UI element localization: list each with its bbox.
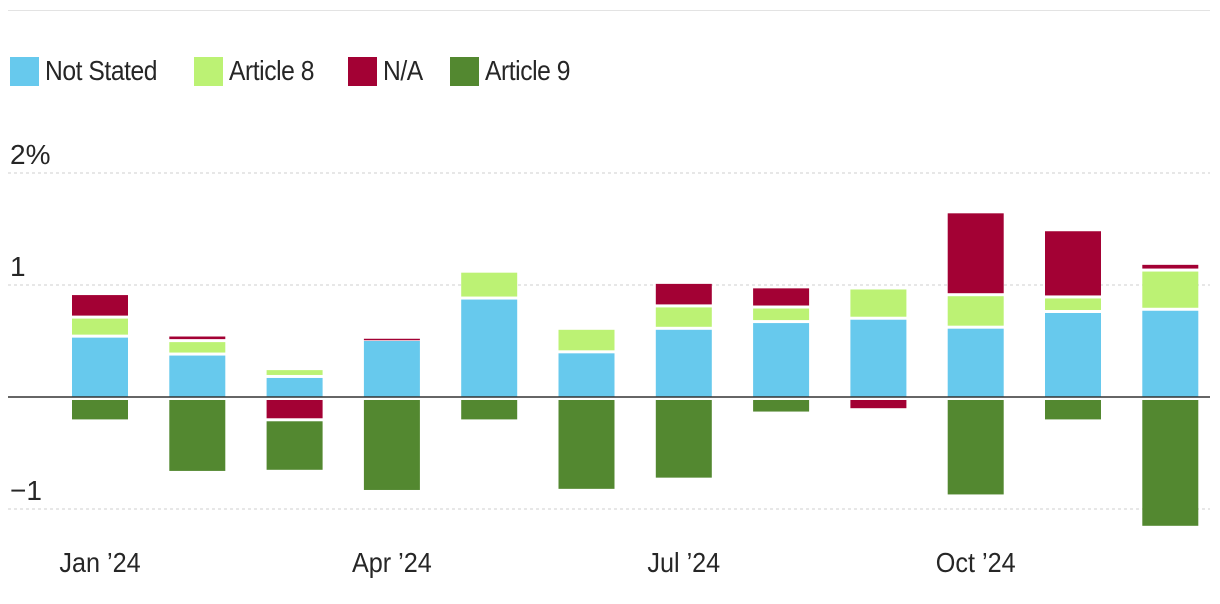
bar-article-8-5: [558, 329, 615, 351]
bar-article-9-5: [558, 400, 615, 489]
bar-not-stated-10: [1045, 313, 1101, 397]
bar-not-stated-0: [72, 337, 128, 397]
bar-n-a-1: [169, 336, 226, 340]
bar-not-stated-1: [169, 355, 226, 397]
chart-legend: Not Stated Article 8 N/A Article 9: [10, 54, 604, 88]
bar-article-9-2: [266, 421, 323, 470]
legend-label-na: N/A: [382, 55, 423, 86]
bar-article-9-7: [753, 400, 810, 412]
bar-n-a-11: [1142, 264, 1199, 269]
bar-article-8-6: [655, 307, 712, 327]
bar-not-stated-11: [1142, 310, 1199, 397]
bar-article-9-1: [169, 400, 226, 471]
bar-article-8-9: [947, 296, 1004, 326]
bar-not-stated-9: [947, 328, 1004, 397]
bar-not-stated-5: [558, 353, 615, 397]
x-tick-label-2: Jul ’24: [647, 547, 720, 579]
bar-article-9-3: [363, 400, 420, 490]
legend-swatch-article-8: [194, 56, 224, 86]
bar-article-8-8: [850, 289, 907, 317]
bar-article-8-4: [461, 272, 518, 297]
bar-article-9-4: [461, 400, 518, 420]
y-tick-label-0: 2%: [10, 139, 50, 170]
x-tick-label-0: Jan ’24: [59, 547, 140, 579]
bar-n-a-8: [850, 400, 907, 409]
bar-not-stated-3: [363, 341, 420, 397]
bar-not-stated-8: [850, 319, 907, 397]
legend-label-article-9: Article 9: [485, 55, 571, 86]
legend-swatch-na: [347, 56, 377, 86]
legend-item-article-9: Article 9: [450, 55, 582, 87]
bar-article-8-7: [753, 308, 810, 321]
bar-article-8-1: [169, 342, 226, 353]
bar-article-9-11: [1142, 400, 1199, 526]
bar-article-9-10: [1045, 400, 1101, 420]
y-tick-label-1: 1: [10, 251, 26, 282]
bar-n-a-9: [947, 213, 1004, 294]
legend-item-article-8: Article 8: [194, 55, 326, 87]
x-tick-label-3: Oct ’24: [936, 547, 1016, 579]
bar-article-9-6: [655, 400, 712, 478]
legend-label-not-stated: Not Stated: [45, 55, 158, 86]
legend-item-na: N/A: [347, 55, 428, 87]
bar-article-9-9: [947, 400, 1004, 495]
bar-n-a-2: [266, 400, 323, 419]
y-tick-label-2: −1: [10, 475, 42, 506]
bar-n-a-10: [1045, 231, 1101, 296]
top-divider: [8, 10, 1210, 11]
legend-swatch-not-stated: [10, 56, 39, 86]
bar-article-8-0: [72, 318, 128, 335]
bar-article-8-11: [1142, 271, 1199, 308]
bar-article-8-2: [266, 370, 323, 375]
bar-n-a-7: [753, 288, 810, 306]
bar-article-8-10: [1045, 298, 1101, 310]
legend-item-not-stated: Not Stated: [10, 55, 172, 87]
bar-not-stated-6: [655, 329, 712, 397]
x-tick-label-1: Apr ’24: [352, 547, 432, 579]
bar-not-stated-4: [461, 299, 518, 397]
bar-n-a-6: [655, 283, 712, 305]
legend-swatch-article-9: [450, 56, 480, 86]
bar-not-stated-7: [753, 323, 810, 397]
bar-n-a-3: [363, 338, 420, 341]
legend-label-article-8: Article 8: [229, 55, 315, 86]
bar-not-stated-2: [266, 377, 323, 397]
bar-n-a-0: [72, 295, 128, 316]
bar-article-9-0: [72, 400, 128, 420]
